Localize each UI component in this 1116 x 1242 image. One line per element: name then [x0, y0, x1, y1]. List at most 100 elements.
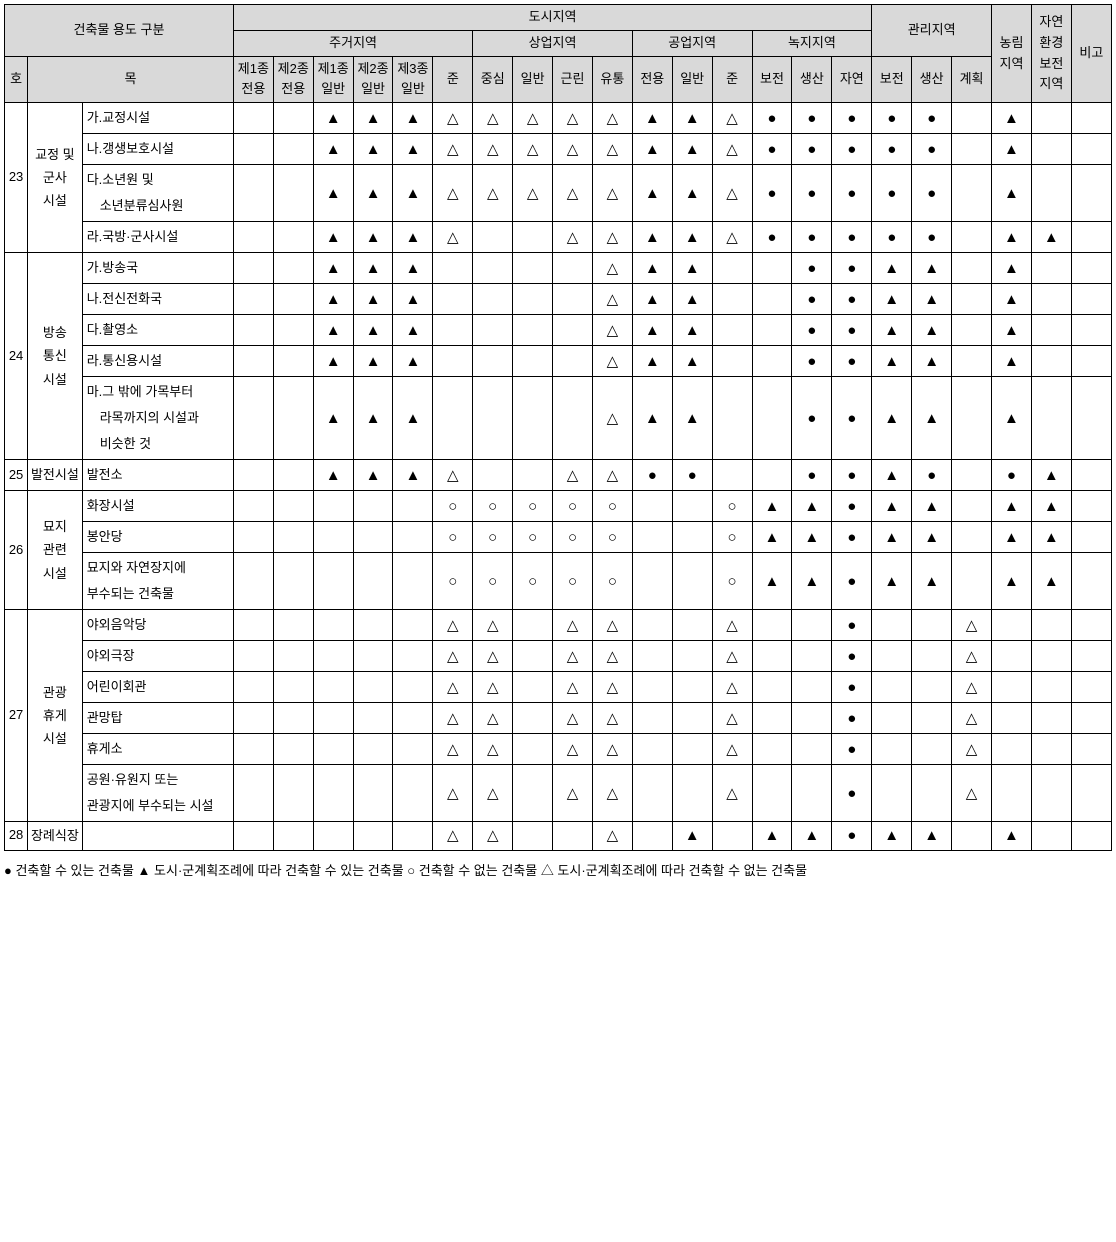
zone-cell — [712, 253, 752, 284]
group-category: 관광휴게시설 — [28, 610, 83, 822]
table-row: 나.전신전화국▲▲▲△▲▲●●▲▲▲ — [5, 284, 1112, 315]
header-res-3: 제2종일반 — [353, 56, 393, 103]
zone-cell — [992, 734, 1032, 765]
zone-cell: ▲ — [393, 103, 433, 134]
zone-cell: ▲ — [1031, 522, 1071, 553]
remark-cell — [1071, 134, 1111, 165]
zone-cell: ▲ — [313, 284, 353, 315]
zone-cell — [672, 765, 712, 822]
zone-cell: △ — [592, 460, 632, 491]
zone-cell — [952, 460, 992, 491]
zone-cell: △ — [592, 315, 632, 346]
zone-cell — [353, 553, 393, 610]
group-category: 장례식장 — [28, 822, 83, 850]
zone-cell: ○ — [433, 491, 473, 522]
zone-cell: △ — [553, 672, 593, 703]
zone-cell: △ — [473, 610, 513, 641]
zone-cell: ▲ — [353, 103, 393, 134]
zone-cell: ● — [832, 672, 872, 703]
zone-cell: ● — [792, 346, 832, 377]
row-label: 야외극장 — [82, 641, 233, 672]
remark-cell — [1071, 315, 1111, 346]
zone-cell: ▲ — [872, 253, 912, 284]
zone-cell: ▲ — [632, 222, 672, 253]
zone-cell — [632, 765, 672, 822]
table-header: 건축물 용도 구분 도시지역 관리지역 농림지역 자연환경보전지역 비고 주거지… — [5, 5, 1112, 103]
zone-cell: △ — [433, 703, 473, 734]
zone-cell: △ — [473, 641, 513, 672]
row-label: 묘지와 자연장지에부수되는 건축물 — [82, 553, 233, 610]
zone-cell: ▲ — [672, 315, 712, 346]
zone-cell — [473, 460, 513, 491]
group-category: 방송통신시설 — [28, 253, 83, 460]
remark-cell — [1071, 165, 1111, 222]
zone-cell: ▲ — [752, 491, 792, 522]
zone-cell — [233, 222, 273, 253]
header-urban: 도시지역 — [233, 5, 871, 31]
remark-cell — [1071, 703, 1111, 734]
zone-cell — [1031, 734, 1071, 765]
zone-cell — [233, 134, 273, 165]
zone-cell: ● — [832, 165, 872, 222]
zone-cell: △ — [592, 672, 632, 703]
row-label: 라.통신용시설 — [82, 346, 233, 377]
zone-cell: ▲ — [393, 315, 433, 346]
remark-cell — [1071, 103, 1111, 134]
zone-cell — [632, 610, 672, 641]
zone-cell — [752, 610, 792, 641]
zone-cell: △ — [473, 734, 513, 765]
zone-cell: ▲ — [672, 165, 712, 222]
zone-cell — [872, 734, 912, 765]
zone-cell — [273, 641, 313, 672]
header-grn-2: 자연 — [832, 56, 872, 103]
zone-cell — [513, 822, 553, 850]
zone-cell: ○ — [592, 553, 632, 610]
zone-cell: ● — [832, 641, 872, 672]
zone-cell: ▲ — [353, 253, 393, 284]
header-mgmt-1: 생산 — [912, 56, 952, 103]
zone-cell — [912, 765, 952, 822]
row-label: 화장시설 — [82, 491, 233, 522]
zone-cell — [992, 610, 1032, 641]
zone-cell: ● — [912, 103, 952, 134]
zone-cell — [513, 346, 553, 377]
header-com-3: 유통 — [592, 56, 632, 103]
zone-cell: ▲ — [672, 822, 712, 850]
zone-cell: ● — [832, 734, 872, 765]
zone-cell — [513, 765, 553, 822]
zone-cell — [433, 346, 473, 377]
header-grn-0: 보전 — [752, 56, 792, 103]
table-row: 나.갱생보호시설▲▲▲△△△△△▲▲△●●●●●▲ — [5, 134, 1112, 165]
zone-cell — [632, 553, 672, 610]
zone-cell: ● — [832, 522, 872, 553]
zone-cell: ▲ — [313, 134, 353, 165]
zone-cell — [872, 703, 912, 734]
zone-cell: ○ — [592, 522, 632, 553]
zone-cell — [632, 641, 672, 672]
zone-cell: ▲ — [353, 284, 393, 315]
zone-cell: △ — [513, 134, 553, 165]
zone-cell: ▲ — [872, 491, 912, 522]
header-nature: 자연환경보전지역 — [1031, 5, 1071, 103]
header-ind-2: 준 — [712, 56, 752, 103]
zone-cell — [273, 822, 313, 850]
header-agri: 농림지역 — [992, 5, 1032, 103]
zone-cell: △ — [553, 734, 593, 765]
zone-cell — [1031, 641, 1071, 672]
zone-cell: ▲ — [992, 377, 1032, 460]
remark-cell — [1071, 641, 1111, 672]
zone-cell: ▲ — [632, 284, 672, 315]
zone-cell: △ — [592, 103, 632, 134]
zone-cell: ● — [752, 103, 792, 134]
zone-cell: ▲ — [353, 460, 393, 491]
zone-cell — [672, 703, 712, 734]
zone-cell — [1031, 765, 1071, 822]
zone-cell: △ — [592, 253, 632, 284]
row-label: 관망탑 — [82, 703, 233, 734]
group-number: 23 — [5, 103, 28, 253]
zone-cell — [792, 641, 832, 672]
zone-cell: ▲ — [912, 553, 952, 610]
zone-cell — [353, 610, 393, 641]
zone-cell: ▲ — [393, 284, 433, 315]
zone-cell: △ — [712, 703, 752, 734]
